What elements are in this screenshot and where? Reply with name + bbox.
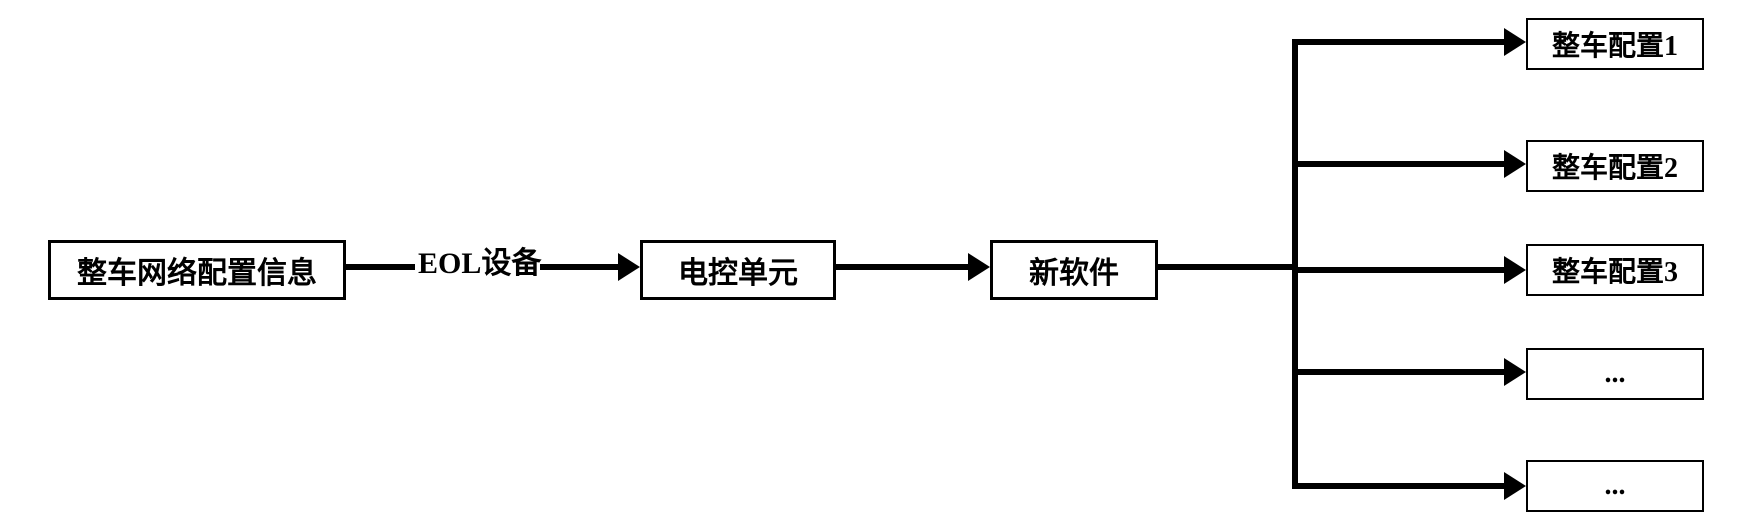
arrow-line	[1292, 369, 1504, 375]
arrow-head-icon	[618, 253, 640, 281]
arrow-line	[836, 264, 968, 270]
output-o1: 整车配置1	[1526, 18, 1704, 70]
arrow-head-icon	[968, 253, 990, 281]
arrow-head-icon	[1504, 358, 1526, 386]
arrow-line	[1158, 264, 1295, 270]
output-o4: ...	[1526, 348, 1704, 400]
output-o2: 整车配置2	[1526, 140, 1704, 192]
node-n1: 整车网络配置信息	[48, 240, 346, 300]
output-o3: 整车配置3	[1526, 244, 1704, 296]
arrow-line	[1292, 161, 1504, 167]
arrow-head-icon	[1504, 256, 1526, 284]
arrow-line	[1292, 483, 1504, 489]
output-o5: ...	[1526, 460, 1704, 512]
edge-label-e1: EOL设备	[418, 238, 541, 282]
arrow-line	[1292, 267, 1504, 273]
arrow-head-icon	[1504, 150, 1526, 178]
arrow-line	[346, 264, 415, 270]
node-n3: 新软件	[990, 240, 1158, 300]
node-n2: 电控单元	[640, 240, 836, 300]
arrow-line	[540, 264, 618, 270]
arrow-line	[1292, 39, 1504, 45]
arrow-head-icon	[1504, 472, 1526, 500]
arrow-head-icon	[1504, 28, 1526, 56]
flow-diagram: 整车网络配置信息 电控单元 新软件 EOL设备 整车配置1 整车配置2 整车配置3.....…	[0, 0, 1747, 532]
arrow-line-v	[1292, 42, 1298, 486]
